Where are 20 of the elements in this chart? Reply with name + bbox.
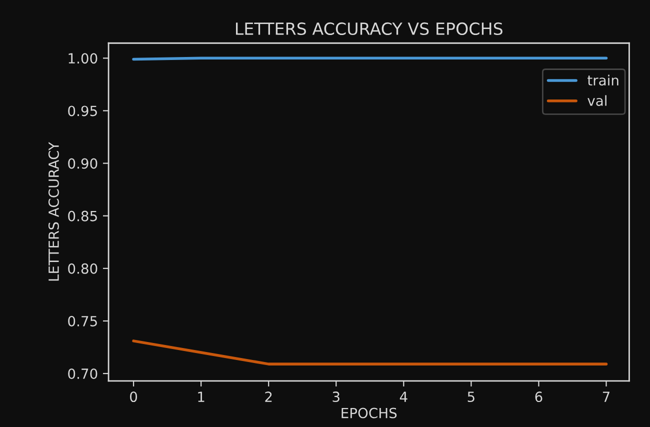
y-tick-label: 1.00 (68, 53, 98, 64)
x-axis-title: EPOCHS (342, 408, 397, 418)
legend-label: train (588, 74, 618, 86)
x-tick-label: 0 (130, 392, 138, 402)
chart-title: LETTERS ACCURACY VS EPOCHS (236, 22, 502, 36)
y-tick-label: 0.80 (68, 263, 98, 274)
y-tick-label: 0.75 (68, 316, 97, 326)
x-tick-label: 3 (332, 392, 340, 402)
x-tick-label: 6 (535, 392, 542, 402)
x-tick-label: 4 (400, 392, 408, 402)
y-tick-label: 0.70 (68, 368, 98, 379)
legend-label: val (588, 95, 606, 106)
y-tick-label: 0.90 (68, 158, 98, 169)
y-tick-label: 0.95 (68, 106, 97, 116)
y-axis-title: LETTERS ACCURACY (48, 142, 59, 281)
x-tick-label: 5 (468, 392, 474, 402)
x-tick-label: 2 (265, 392, 272, 402)
y-tick-label: 0.85 (68, 210, 97, 222)
x-tick-label: 7 (602, 392, 610, 402)
x-tick-label: 1 (198, 392, 204, 402)
